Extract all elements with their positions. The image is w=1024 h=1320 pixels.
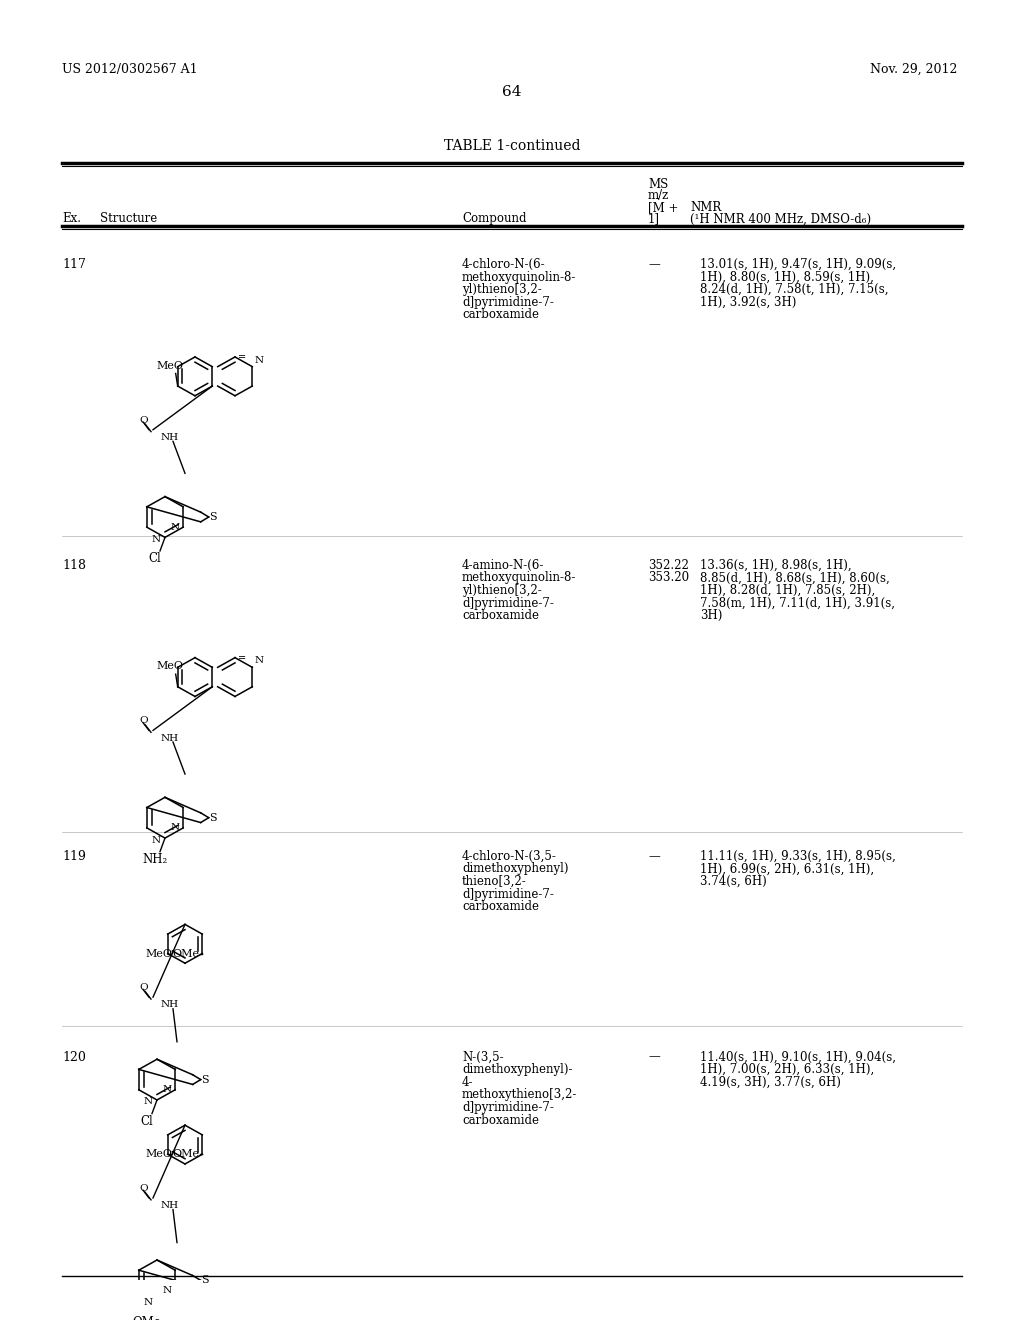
Text: 7.58(m, 1H), 7.11(d, 1H), 3.91(s,: 7.58(m, 1H), 7.11(d, 1H), 3.91(s, [700, 597, 895, 610]
Text: O: O [139, 416, 147, 425]
Text: d]pyrimidine-7-: d]pyrimidine-7- [462, 887, 554, 900]
Text: Compound: Compound [462, 213, 526, 226]
Text: 3.74(s, 6H): 3.74(s, 6H) [700, 875, 767, 888]
Text: d]pyrimidine-7-: d]pyrimidine-7- [462, 597, 554, 610]
Text: dimethoxyphenyl)-: dimethoxyphenyl)- [462, 1063, 572, 1076]
Text: N: N [254, 656, 263, 665]
Text: N: N [144, 1298, 153, 1307]
Text: 4.19(s, 3H), 3.77(s, 6H): 4.19(s, 3H), 3.77(s, 6H) [700, 1076, 841, 1089]
Text: NH: NH [161, 734, 179, 743]
Text: 1H), 3.92(s, 3H): 1H), 3.92(s, 3H) [700, 296, 797, 309]
Text: 352.22: 352.22 [648, 558, 689, 572]
Text: S: S [209, 813, 216, 822]
Text: [M +: [M + [648, 201, 678, 214]
Text: O: O [139, 717, 147, 725]
Text: 64: 64 [502, 86, 522, 99]
Text: S: S [201, 1275, 208, 1286]
Text: S: S [209, 512, 216, 521]
Text: methoxyquinolin-8-: methoxyquinolin-8- [462, 271, 577, 284]
Text: 13.01(s, 1H), 9.47(s, 1H), 9.09(s,: 13.01(s, 1H), 9.47(s, 1H), 9.09(s, [700, 257, 896, 271]
Text: OMe: OMe [173, 1150, 200, 1159]
Text: thieno[3,2-: thieno[3,2- [462, 875, 526, 888]
Text: TABLE 1-continued: TABLE 1-continued [443, 139, 581, 153]
Text: 1H), 8.28(d, 1H), 7.85(s, 2H),: 1H), 8.28(d, 1H), 7.85(s, 2H), [700, 583, 876, 597]
Text: N: N [162, 1085, 171, 1094]
Text: (¹H NMR 400 MHz, DMSO-d₆): (¹H NMR 400 MHz, DMSO-d₆) [690, 213, 871, 226]
Text: N: N [162, 1286, 171, 1295]
Text: d]pyrimidine-7-: d]pyrimidine-7- [462, 296, 554, 309]
Text: MeO: MeO [157, 360, 183, 371]
Text: NMR: NMR [690, 201, 721, 214]
Text: NH: NH [161, 433, 179, 442]
Text: N: N [152, 836, 161, 845]
Text: 8.85(d, 1H), 8.68(s, 1H), 8.60(s,: 8.85(d, 1H), 8.68(s, 1H), 8.60(s, [700, 572, 890, 585]
Text: 1H), 8.80(s, 1H), 8.59(s, 1H),: 1H), 8.80(s, 1H), 8.59(s, 1H), [700, 271, 873, 284]
Text: d]pyrimidine-7-: d]pyrimidine-7- [462, 1101, 554, 1114]
Text: carboxamide: carboxamide [462, 1114, 539, 1126]
Text: OMe: OMe [133, 1316, 162, 1320]
Text: OMe: OMe [173, 949, 200, 958]
Text: —: — [648, 1051, 659, 1064]
Text: 11.11(s, 1H), 9.33(s, 1H), 8.95(s,: 11.11(s, 1H), 9.33(s, 1H), 8.95(s, [700, 850, 896, 863]
Text: NH₂: NH₂ [142, 853, 168, 866]
Text: carboxamide: carboxamide [462, 309, 539, 322]
Text: NH: NH [161, 1201, 179, 1210]
Text: Cl: Cl [148, 552, 162, 565]
Text: 1]: 1] [648, 213, 660, 226]
Text: S: S [201, 1074, 208, 1085]
Text: N: N [254, 355, 263, 364]
Text: MeO: MeO [145, 949, 172, 958]
Text: O: O [139, 1184, 147, 1193]
Text: US 2012/0302567 A1: US 2012/0302567 A1 [62, 63, 198, 77]
Text: 4-chloro-N-(3,5-: 4-chloro-N-(3,5- [462, 850, 557, 863]
Text: Nov. 29, 2012: Nov. 29, 2012 [870, 63, 957, 77]
Text: =: = [238, 352, 246, 362]
Text: 353.20: 353.20 [648, 572, 689, 585]
Text: Cl: Cl [140, 1115, 154, 1127]
Text: 4-: 4- [462, 1076, 473, 1089]
Text: N-(3,5-: N-(3,5- [462, 1051, 504, 1064]
Text: 1H), 6.99(s, 2H), 6.31(s, 1H),: 1H), 6.99(s, 2H), 6.31(s, 1H), [700, 862, 874, 875]
Text: MeO: MeO [145, 1150, 172, 1159]
Text: Ex.: Ex. [62, 213, 81, 226]
Text: 117: 117 [62, 257, 86, 271]
Text: 1H), 7.00(s, 2H), 6.33(s, 1H),: 1H), 7.00(s, 2H), 6.33(s, 1H), [700, 1063, 874, 1076]
Text: N: N [170, 824, 179, 833]
Text: Structure: Structure [100, 213, 158, 226]
Text: dimethoxyphenyl): dimethoxyphenyl) [462, 862, 568, 875]
Text: carboxamide: carboxamide [462, 900, 539, 913]
Text: 120: 120 [62, 1051, 86, 1064]
Text: N: N [170, 523, 179, 532]
Text: —: — [648, 850, 659, 863]
Text: 11.40(s, 1H), 9.10(s, 1H), 9.04(s,: 11.40(s, 1H), 9.10(s, 1H), 9.04(s, [700, 1051, 896, 1064]
Text: carboxamide: carboxamide [462, 609, 539, 622]
Text: 4-chloro-N-(6-: 4-chloro-N-(6- [462, 257, 546, 271]
Text: =: = [238, 652, 246, 663]
Text: NH: NH [161, 1001, 179, 1010]
Text: 3H): 3H) [700, 609, 722, 622]
Text: yl)thieno[3,2-: yl)thieno[3,2- [462, 284, 542, 296]
Text: 119: 119 [62, 850, 86, 863]
Text: methoxythieno[3,2-: methoxythieno[3,2- [462, 1088, 578, 1101]
Text: yl)thieno[3,2-: yl)thieno[3,2- [462, 583, 542, 597]
Text: O: O [139, 983, 147, 991]
Text: 4-amino-N-(6-: 4-amino-N-(6- [462, 558, 545, 572]
Text: 8.24(d, 1H), 7.58(t, 1H), 7.15(s,: 8.24(d, 1H), 7.58(t, 1H), 7.15(s, [700, 284, 889, 296]
Text: MeO: MeO [157, 661, 183, 672]
Text: MS: MS [648, 177, 669, 190]
Text: N: N [144, 1097, 153, 1106]
Text: —: — [648, 257, 659, 271]
Text: 118: 118 [62, 558, 86, 572]
Text: methoxyquinolin-8-: methoxyquinolin-8- [462, 572, 577, 585]
Text: N: N [152, 535, 161, 544]
Text: 13.36(s, 1H), 8.98(s, 1H),: 13.36(s, 1H), 8.98(s, 1H), [700, 558, 852, 572]
Text: m/z: m/z [648, 189, 670, 202]
